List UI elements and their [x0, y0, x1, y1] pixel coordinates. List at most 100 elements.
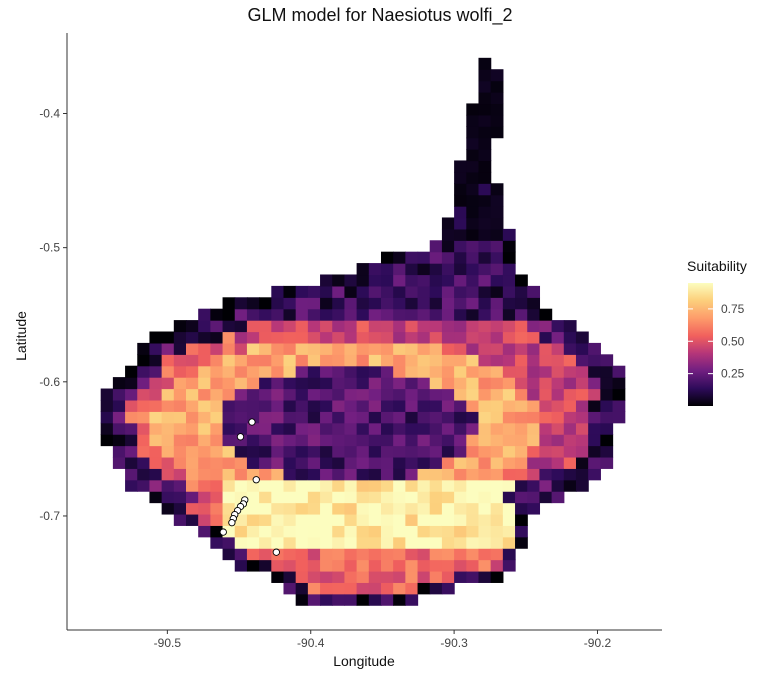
- heat-cell: [466, 399, 480, 412]
- heat-cell: [405, 548, 419, 561]
- heat-cell: [320, 297, 333, 310]
- heat-cell: [454, 491, 467, 504]
- heat-cell: [393, 479, 406, 492]
- occurrence-point: [272, 548, 280, 556]
- heat-cell: [271, 399, 285, 412]
- heatmap-cells: [100, 57, 626, 606]
- heat-cell: [149, 388, 163, 401]
- heat-cell: [527, 354, 541, 367]
- heat-cell: [368, 513, 382, 526]
- heat-cell: [356, 285, 370, 298]
- heat-cell: [234, 479, 248, 492]
- heat-cell: [478, 228, 492, 241]
- heat-cell: [222, 434, 236, 447]
- heat-cell: [210, 320, 224, 333]
- heat-cell: [283, 434, 297, 447]
- heat-cell: [502, 513, 516, 526]
- heat-cell: [600, 434, 614, 447]
- heat-cell: [344, 308, 358, 321]
- heat-cell: [307, 502, 321, 515]
- heat-cell: [478, 365, 492, 378]
- heat-cell: [186, 320, 199, 333]
- heat-cell: [575, 365, 589, 378]
- heat-cell: [307, 559, 321, 572]
- heat-cell: [332, 342, 346, 355]
- heat-cell: [405, 468, 419, 481]
- heat-cell: [393, 582, 406, 595]
- heat-cell: [161, 434, 175, 447]
- heat-cell: [466, 183, 480, 196]
- heat-cell: [527, 297, 541, 310]
- heat-cell: [393, 388, 406, 401]
- heat-cell: [100, 422, 114, 435]
- heat-cell: [320, 513, 333, 526]
- heat-cell: [307, 411, 321, 424]
- heat-cell: [405, 388, 419, 401]
- heat-cell: [478, 434, 492, 447]
- heat-cell: [527, 320, 541, 333]
- heat-cell: [478, 92, 492, 105]
- heat-cell: [295, 285, 309, 298]
- heat-cell: [454, 171, 467, 184]
- heat-cell: [210, 331, 224, 344]
- heat-cell: [198, 365, 211, 378]
- heat-cell: [393, 548, 406, 561]
- heat-cell: [417, 468, 431, 481]
- heat-cell: [380, 388, 394, 401]
- heat-cell: [210, 513, 224, 526]
- heat-cell: [575, 377, 589, 390]
- heat-cell: [393, 342, 406, 355]
- heat-cell: [405, 342, 419, 355]
- heat-cell: [246, 342, 260, 355]
- heat-cell: [490, 285, 504, 298]
- heat-cell: [344, 297, 358, 310]
- heat-cell: [393, 513, 406, 526]
- heat-cell: [563, 399, 577, 412]
- heat-cell: [490, 559, 504, 572]
- heat-cell: [307, 491, 321, 504]
- heat-cell: [429, 354, 443, 367]
- heat-cell: [234, 422, 248, 435]
- heat-cell: [441, 331, 455, 344]
- heat-cell: [307, 456, 321, 469]
- heat-cell: [429, 411, 443, 424]
- heat-cell: [344, 388, 358, 401]
- heat-cell: [332, 320, 346, 333]
- heat-cell: [429, 342, 443, 355]
- heat-cell: [515, 285, 528, 298]
- heat-cell: [466, 536, 480, 549]
- heat-cell: [320, 399, 333, 412]
- heat-cell: [320, 468, 333, 481]
- heat-cell: [259, 502, 272, 515]
- heat-cell: [198, 308, 211, 321]
- heat-cell: [490, 342, 504, 355]
- heat-cell: [490, 399, 504, 412]
- heat-cell: [539, 354, 553, 367]
- heat-cell: [393, 297, 406, 310]
- heat-cell: [441, 285, 455, 298]
- heat-cell: [320, 525, 333, 538]
- heat-cell: [393, 285, 406, 298]
- heat-cell: [588, 388, 601, 401]
- heat-cell: [186, 354, 199, 367]
- heat-cell: [551, 342, 565, 355]
- heat-cell: [344, 468, 358, 481]
- heat-cell: [295, 456, 309, 469]
- heat-cell: [417, 263, 431, 276]
- heat-cell: [149, 399, 163, 412]
- heat-cell: [125, 411, 138, 424]
- heat-cell: [100, 399, 114, 412]
- heat-cell: [222, 388, 236, 401]
- heat-cell: [234, 331, 248, 344]
- heat-cell: [380, 320, 394, 333]
- heat-cell: [368, 399, 382, 412]
- heat-cell: [271, 342, 285, 355]
- heat-cell: [575, 388, 589, 401]
- heat-cell: [380, 365, 394, 378]
- heat-cell: [478, 103, 492, 116]
- heat-cell: [575, 468, 589, 481]
- heat-cell: [490, 468, 504, 481]
- heat-cell: [563, 434, 577, 447]
- heat-cell: [490, 411, 504, 424]
- heat-cell: [344, 513, 358, 526]
